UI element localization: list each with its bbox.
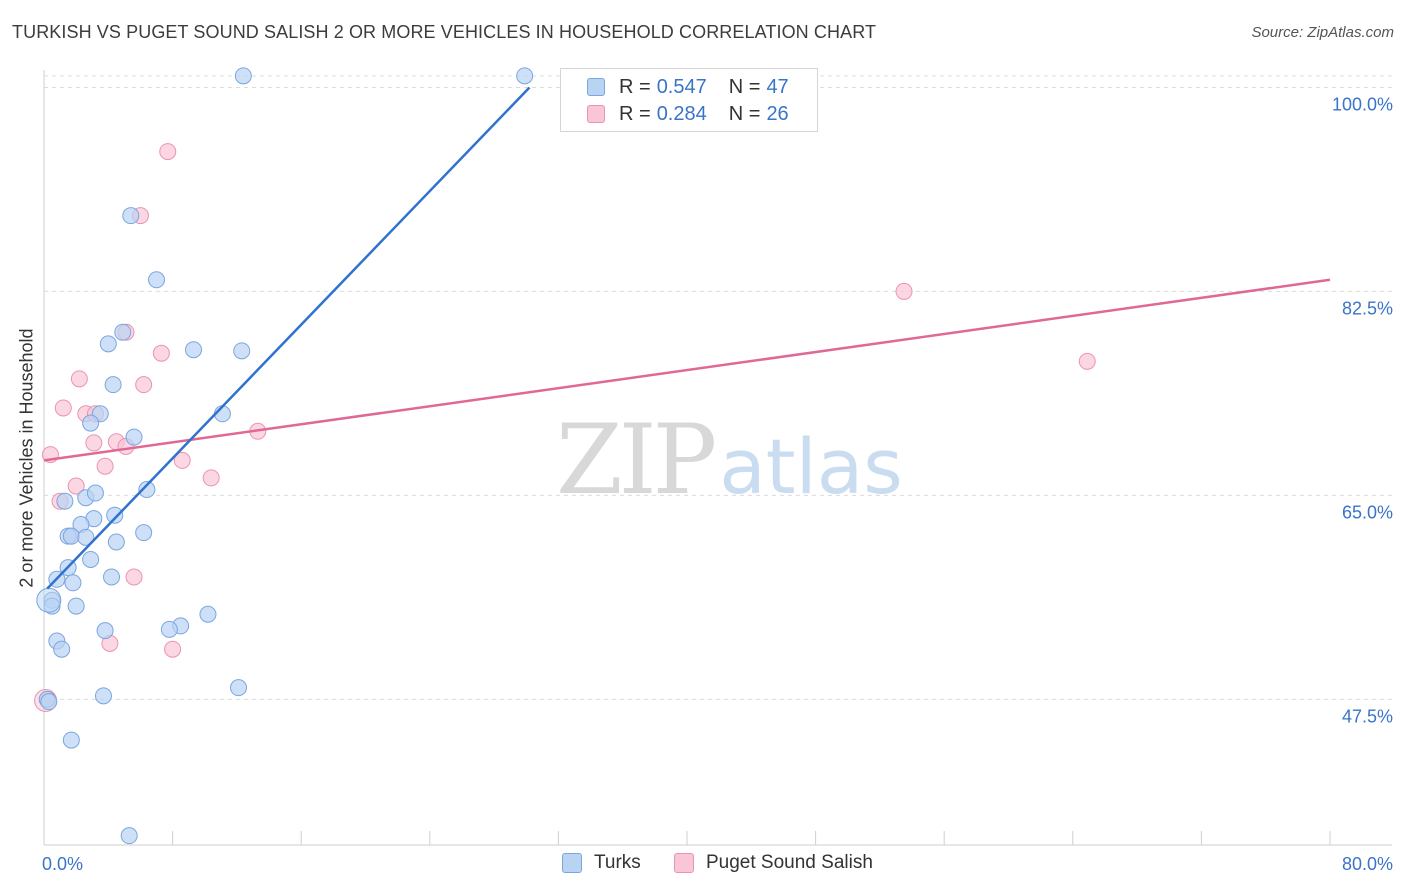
turks-point — [122, 207, 140, 225]
salish-swatch — [587, 105, 605, 123]
turks-point — [40, 693, 58, 711]
salish-point — [135, 376, 153, 394]
y-tick-label: 47.5% — [1342, 706, 1393, 726]
legend-item-turks[interactable]: Turks — [562, 852, 641, 874]
turks-legend-label: Turks — [594, 852, 641, 873]
series-puget-sound-salish — [34, 143, 1096, 712]
turks-point — [56, 492, 74, 510]
turks-point — [77, 528, 95, 546]
watermark-zip: ZIP — [556, 404, 717, 516]
turks-point — [138, 481, 156, 499]
turks-trendline — [46, 86, 531, 590]
salish-point — [125, 568, 143, 586]
turks-point — [86, 484, 104, 502]
salish-point — [1078, 352, 1096, 370]
salish-point — [202, 469, 220, 487]
turks-point — [107, 533, 125, 551]
turks-point — [53, 640, 71, 658]
salish-point — [164, 640, 182, 658]
turks-point — [230, 679, 248, 697]
trendlines — [43, 86, 1331, 590]
stats-row-salish: R = 0.284 N = 26 — [587, 101, 789, 127]
turks-point — [103, 568, 121, 586]
r-value: 0.284 — [656, 102, 707, 125]
series-turks — [36, 67, 534, 845]
turks-point — [62, 731, 80, 749]
series-legend: Turks Puget Sound Salish — [0, 852, 1406, 878]
axes — [43, 70, 1392, 846]
salish-point — [54, 399, 72, 417]
y-axis-label: 2 or more Vehicles in Household — [16, 328, 37, 588]
turks-point — [234, 67, 252, 85]
salish-point — [895, 282, 913, 300]
turks-point — [516, 67, 534, 85]
y-tick-label: 100.0% — [1332, 94, 1393, 114]
chart-title: TURKISH VS PUGET SOUND SALISH 2 OR MORE … — [12, 22, 877, 42]
turks-point — [199, 605, 217, 623]
watermark-atlas: atlas — [719, 422, 903, 511]
turks-point — [148, 271, 166, 289]
turks-swatch — [587, 78, 605, 96]
turks-point — [184, 341, 202, 359]
n-label: N = — [728, 75, 761, 98]
r-label: R = — [619, 75, 651, 98]
salish-point — [159, 143, 177, 161]
salish-point — [173, 451, 191, 469]
x-tick-label: 80.0% — [1342, 854, 1393, 874]
turks-point — [135, 524, 153, 542]
turks-legend-swatch — [562, 853, 582, 873]
turks-point — [96, 622, 114, 640]
watermark: ZIPatlas — [556, 404, 903, 516]
salish-trendline — [43, 278, 1331, 462]
salish-point — [67, 477, 85, 495]
stats-row-turks: R = 0.547 N = 47 — [587, 74, 789, 100]
tick-labels: 47.5% 65.0% 82.5% 100.0% 0.0% 80.0% — [42, 94, 1393, 874]
turks-point — [82, 414, 100, 432]
turks-point — [160, 620, 178, 638]
turks-point — [125, 428, 143, 446]
turks-point — [94, 687, 112, 705]
salish-point — [85, 434, 103, 452]
turks-point-cluster — [36, 587, 62, 613]
n-value: 47 — [766, 75, 789, 98]
legend-item-salish[interactable]: Puget Sound Salish — [674, 852, 873, 874]
x-tick-label: 0.0% — [42, 854, 83, 874]
salish-legend-swatch — [674, 853, 694, 873]
salish-legend-label: Puget Sound Salish — [706, 852, 873, 873]
turks-point — [106, 506, 124, 524]
grid-lines — [44, 75, 1392, 700]
salish-point — [70, 370, 88, 388]
turks-point — [82, 550, 100, 568]
turks-point — [62, 527, 80, 545]
salish-point — [152, 344, 170, 362]
turks-point — [104, 376, 122, 394]
n-label: N = — [728, 102, 761, 125]
y-tick-label: 65.0% — [1342, 502, 1393, 522]
turks-point — [99, 335, 117, 353]
turks-point — [233, 342, 251, 360]
turks-point — [67, 597, 85, 615]
salish-point — [96, 457, 114, 475]
turks-point — [120, 827, 138, 845]
turks-point — [64, 574, 82, 592]
stats-legend: R = 0.547 N = 47 R = 0.284 N = 26 — [560, 68, 818, 132]
source-label: Source: ZipAtlas.com — [1251, 24, 1394, 41]
n-value: 26 — [766, 102, 789, 125]
turks-point — [114, 323, 132, 341]
r-label: R = — [619, 102, 651, 125]
r-value: 0.547 — [656, 75, 707, 98]
y-tick-label: 82.5% — [1342, 298, 1393, 318]
